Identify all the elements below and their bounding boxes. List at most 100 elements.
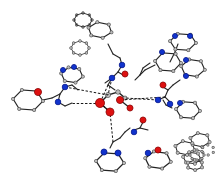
Circle shape xyxy=(106,92,110,98)
Circle shape xyxy=(75,24,78,26)
Circle shape xyxy=(78,67,81,71)
Circle shape xyxy=(81,75,84,78)
Circle shape xyxy=(194,168,197,172)
Circle shape xyxy=(110,31,113,34)
Circle shape xyxy=(202,146,204,149)
Circle shape xyxy=(193,162,196,165)
Circle shape xyxy=(127,105,133,111)
Circle shape xyxy=(79,40,81,42)
Circle shape xyxy=(167,101,173,107)
Circle shape xyxy=(95,98,104,108)
Circle shape xyxy=(181,139,184,143)
Circle shape xyxy=(41,99,44,103)
Circle shape xyxy=(187,151,191,154)
Circle shape xyxy=(161,167,164,170)
Circle shape xyxy=(182,100,185,103)
Circle shape xyxy=(72,42,75,44)
Circle shape xyxy=(160,82,166,88)
Circle shape xyxy=(159,69,162,72)
Circle shape xyxy=(174,144,177,148)
Circle shape xyxy=(35,88,42,95)
Circle shape xyxy=(144,157,147,160)
Circle shape xyxy=(79,54,81,56)
Circle shape xyxy=(140,117,146,123)
Circle shape xyxy=(179,61,183,65)
Circle shape xyxy=(103,151,106,154)
Circle shape xyxy=(196,149,198,151)
Circle shape xyxy=(11,97,15,101)
Circle shape xyxy=(161,51,164,54)
Circle shape xyxy=(207,144,209,146)
Circle shape xyxy=(85,42,88,44)
Circle shape xyxy=(191,157,193,160)
Circle shape xyxy=(114,170,117,173)
Circle shape xyxy=(189,154,191,156)
Circle shape xyxy=(70,47,72,49)
Circle shape xyxy=(152,150,156,153)
Circle shape xyxy=(33,108,36,112)
Circle shape xyxy=(191,142,194,145)
Circle shape xyxy=(191,117,194,120)
Circle shape xyxy=(75,14,78,16)
Circle shape xyxy=(187,49,190,52)
Circle shape xyxy=(72,52,75,54)
Circle shape xyxy=(88,14,91,16)
Circle shape xyxy=(90,34,93,37)
Circle shape xyxy=(115,150,121,156)
Circle shape xyxy=(122,71,128,77)
Circle shape xyxy=(196,152,200,155)
Circle shape xyxy=(182,155,185,158)
Circle shape xyxy=(206,134,209,137)
Circle shape xyxy=(207,154,209,156)
Circle shape xyxy=(180,65,183,68)
Circle shape xyxy=(179,116,183,119)
Circle shape xyxy=(107,23,110,26)
Circle shape xyxy=(208,140,211,144)
Circle shape xyxy=(200,161,204,164)
Circle shape xyxy=(94,159,98,163)
Circle shape xyxy=(186,153,189,156)
Circle shape xyxy=(123,96,127,100)
Circle shape xyxy=(193,158,196,162)
Circle shape xyxy=(201,150,203,153)
Circle shape xyxy=(73,19,75,21)
Circle shape xyxy=(188,58,191,61)
Circle shape xyxy=(109,75,115,81)
Circle shape xyxy=(154,59,157,63)
Circle shape xyxy=(198,109,202,112)
Circle shape xyxy=(116,90,120,94)
Circle shape xyxy=(106,108,114,116)
Circle shape xyxy=(101,36,104,39)
Circle shape xyxy=(96,21,99,24)
Circle shape xyxy=(101,149,107,155)
Circle shape xyxy=(174,48,177,51)
Circle shape xyxy=(187,33,192,39)
Circle shape xyxy=(212,146,214,149)
Circle shape xyxy=(169,160,172,163)
Circle shape xyxy=(183,57,189,63)
Circle shape xyxy=(183,73,187,76)
Circle shape xyxy=(20,88,24,92)
Circle shape xyxy=(200,166,204,169)
Circle shape xyxy=(61,67,66,73)
Circle shape xyxy=(60,72,63,75)
Circle shape xyxy=(88,47,90,49)
Circle shape xyxy=(178,101,183,105)
Circle shape xyxy=(172,33,178,39)
Circle shape xyxy=(191,143,194,146)
Circle shape xyxy=(91,19,93,21)
Circle shape xyxy=(85,52,88,54)
Circle shape xyxy=(174,108,178,111)
Circle shape xyxy=(155,97,161,103)
Circle shape xyxy=(88,24,91,26)
Circle shape xyxy=(145,150,151,156)
Circle shape xyxy=(165,152,168,155)
Circle shape xyxy=(191,150,193,153)
Circle shape xyxy=(82,12,84,14)
Circle shape xyxy=(172,70,175,73)
Circle shape xyxy=(67,66,70,69)
Circle shape xyxy=(199,60,203,63)
Circle shape xyxy=(119,62,125,68)
Circle shape xyxy=(184,161,188,164)
Circle shape xyxy=(203,154,205,156)
